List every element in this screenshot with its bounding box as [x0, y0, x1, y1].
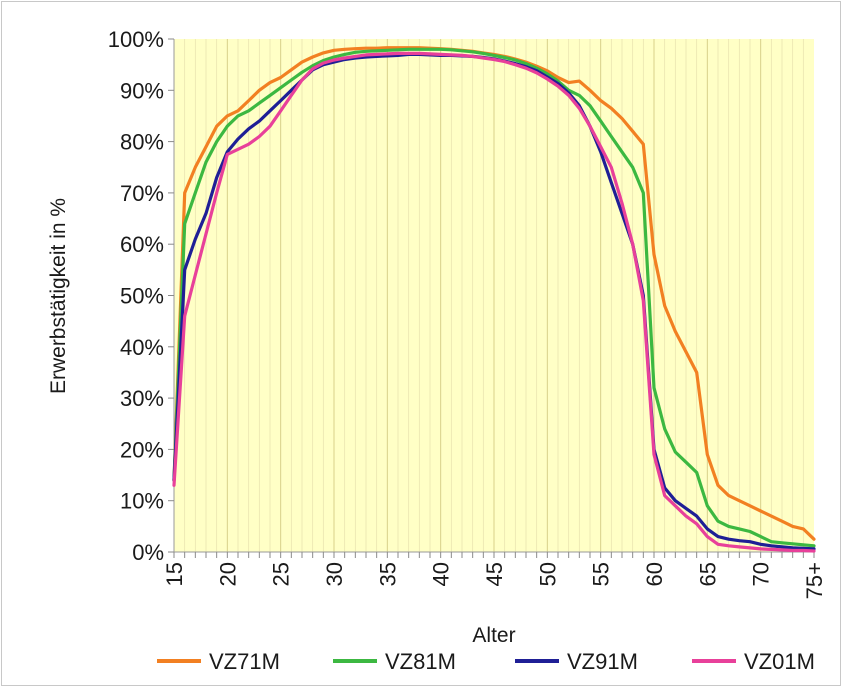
y-tick-label: 80%: [120, 130, 164, 155]
series-line-vz81m: [172, 47, 816, 548]
y-tick-label: 40%: [120, 335, 164, 360]
y-tick-label: 10%: [120, 489, 164, 514]
x-tick-label: 55: [589, 562, 614, 586]
y-tick-label: 30%: [120, 386, 164, 411]
x-tick-label: 75+: [802, 562, 827, 599]
x-tick-label: 35: [375, 562, 400, 586]
y-axis-label: Erwerbstätigkeit in %: [47, 198, 70, 394]
y-tick-label: 70%: [120, 181, 164, 206]
x-tick-label: 70: [749, 562, 774, 586]
y-tick-label: 50%: [120, 284, 164, 309]
x-tick-label: 60: [642, 562, 667, 586]
y-tick-label: 100%: [108, 27, 164, 52]
x-axis: 15 20 25 30 35 40 45 50 55 60 65 70 75+: [162, 551, 827, 599]
legend: VZ71M VZ81M VZ91M VZ01M: [157, 649, 815, 674]
legend-label-vz91m: VZ91M: [567, 649, 638, 674]
legend-label-vz71m: VZ71M: [209, 649, 280, 674]
x-tick-label: 30: [322, 562, 347, 586]
x-tick-label: 45: [482, 562, 507, 586]
y-tick-label: 0%: [132, 540, 164, 565]
x-tick-label: 20: [215, 562, 240, 586]
x-tick-label: 25: [269, 562, 294, 586]
series-line-vz01m: [172, 51, 816, 553]
y-axis: 0% 10% 20% 30% 40% 50% 60% 70% 80% 90% 100%: [108, 27, 175, 565]
y-tick-label: 20%: [120, 437, 164, 462]
x-tick-label: 50: [535, 562, 560, 586]
legend-label-vz81m: VZ81M: [385, 649, 456, 674]
x-axis-label: Alter: [472, 624, 515, 647]
y-tick-label: 90%: [120, 78, 164, 103]
legend-label-vz01m: VZ01M: [744, 649, 815, 674]
x-tick-label: 40: [429, 562, 454, 586]
y-tick-label: 60%: [120, 232, 164, 257]
x-tick-label: 15: [162, 562, 187, 586]
series-layer: [172, 46, 816, 553]
x-tick-label: 65: [695, 562, 720, 586]
